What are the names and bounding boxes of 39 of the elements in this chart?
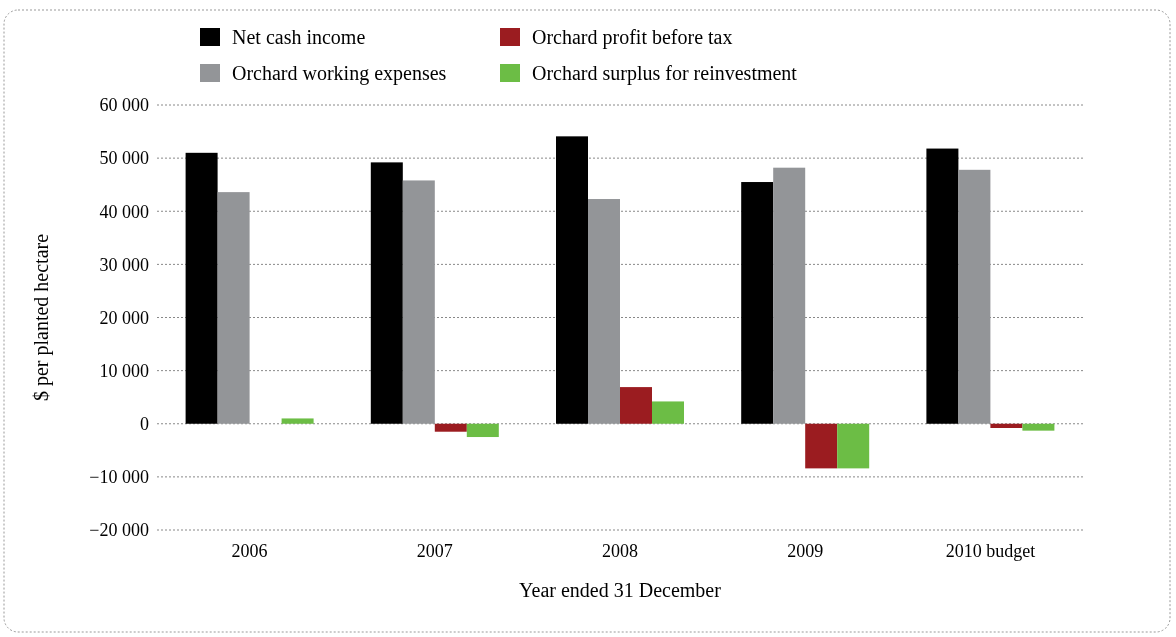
bar	[1022, 423, 1055, 431]
y-tick-label: −20 000	[89, 520, 149, 541]
y-tick-label: 40 000	[99, 201, 149, 222]
bar	[588, 199, 620, 424]
bar	[185, 152, 218, 424]
x-tick-label: 2010 budget	[945, 540, 1036, 561]
bar	[837, 423, 870, 469]
y-axis-title: $ per planted hectare	[30, 233, 53, 402]
legend-label: Orchard working expenses	[232, 62, 447, 85]
bar	[958, 169, 991, 424]
bar	[805, 423, 838, 469]
x-axis-title: Year ended 31 December	[519, 579, 722, 601]
bar	[773, 167, 806, 424]
bar	[926, 148, 959, 424]
bar	[402, 180, 435, 424]
x-tick-label: 2008	[602, 540, 638, 561]
x-tick-label: 2009	[787, 540, 824, 561]
y-tick-label: 30 000	[99, 254, 149, 275]
legend-label: Orchard surplus for reinvestment	[532, 62, 798, 85]
bar	[217, 192, 250, 424]
legend-label: Net cash income	[232, 26, 366, 48]
bar	[620, 387, 652, 424]
bar	[741, 182, 774, 424]
y-tick-label: −10 000	[89, 467, 149, 488]
y-tick-label: 60 000	[99, 95, 149, 116]
bar	[466, 423, 499, 438]
x-tick-label: 2006	[231, 540, 268, 561]
y-tick-label: 10 000	[99, 360, 149, 381]
bar	[434, 423, 467, 432]
bar	[652, 401, 684, 424]
x-tick-label: 2007	[416, 540, 453, 561]
bar	[556, 136, 588, 424]
bar	[281, 418, 314, 424]
legend-label: Orchard profit before tax	[532, 26, 733, 49]
y-tick-label: 20 000	[99, 307, 149, 328]
bar	[990, 423, 1023, 428]
bar	[370, 162, 403, 424]
y-tick-label: 50 000	[99, 148, 149, 169]
y-tick-label: 0	[140, 414, 149, 435]
